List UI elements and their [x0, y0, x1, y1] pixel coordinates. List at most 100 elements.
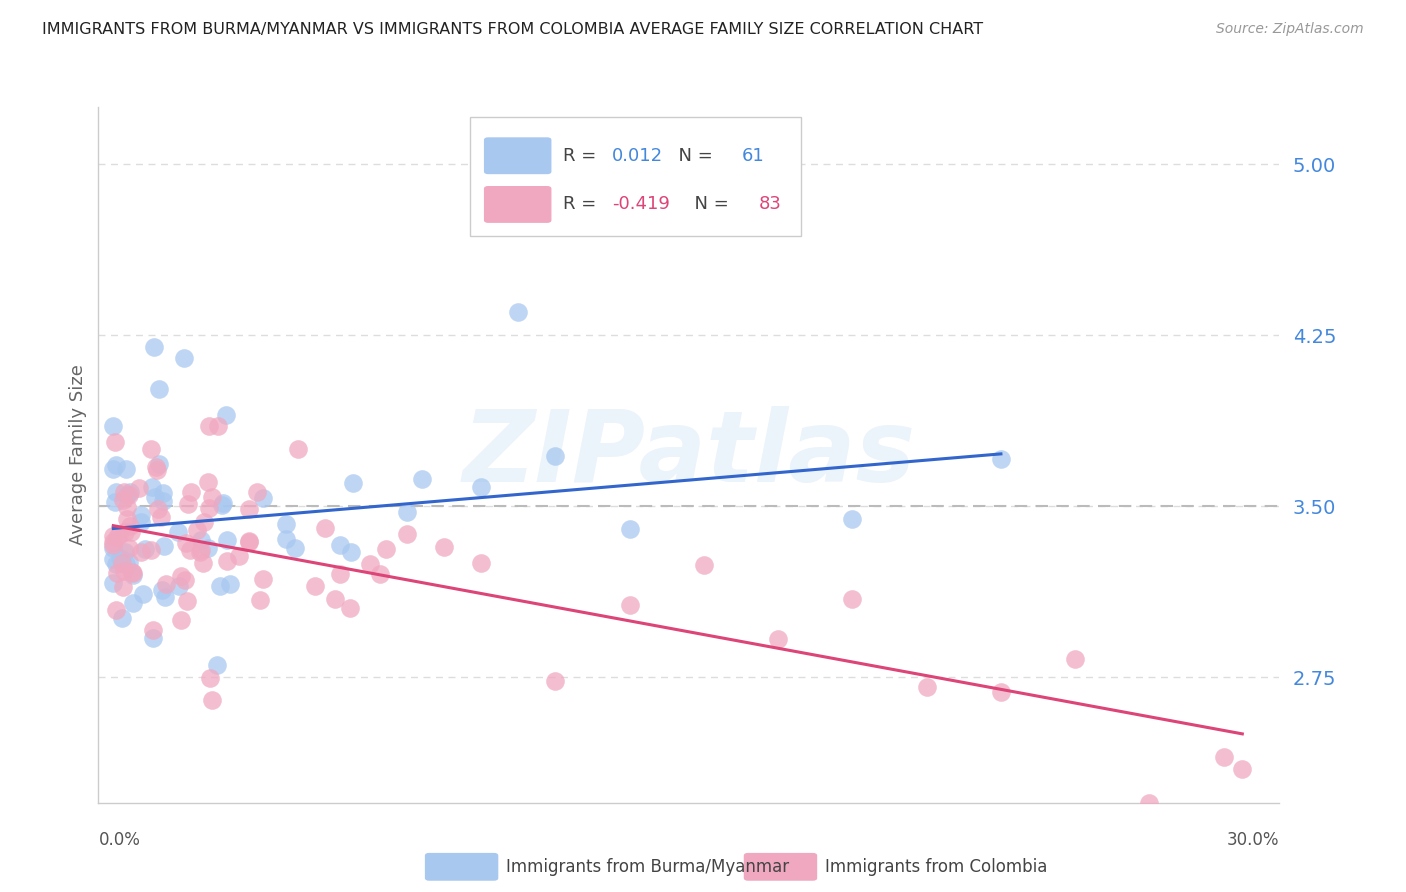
- Point: [122, 567, 145, 582]
- Point: [108, 550, 131, 565]
- Point: [197, 500, 219, 515]
- Text: IMMIGRANTS FROM BURMA/MYANMAR VS IMMIGRANTS FROM COLOMBIA AVERAGE FAMILY SIZE CO: IMMIGRANTS FROM BURMA/MYANMAR VS IMMIGRA…: [42, 22, 983, 37]
- Point: [1232, 762, 1254, 776]
- Point: [152, 539, 174, 553]
- Point: [129, 508, 152, 522]
- Point: [105, 603, 128, 617]
- Point: [284, 541, 307, 556]
- Point: [215, 554, 238, 568]
- Point: [395, 505, 418, 519]
- Point: [103, 528, 125, 542]
- Point: [433, 540, 456, 554]
- Point: [1139, 796, 1161, 810]
- Point: [252, 491, 274, 506]
- Point: [368, 566, 391, 581]
- Point: [198, 419, 221, 434]
- Point: [129, 545, 152, 559]
- Point: [115, 500, 138, 515]
- Point: [693, 558, 716, 572]
- Text: 0.0%: 0.0%: [98, 830, 141, 848]
- Point: [103, 535, 125, 549]
- Point: [105, 458, 128, 472]
- Point: [103, 462, 125, 476]
- Point: [118, 555, 141, 569]
- FancyBboxPatch shape: [426, 854, 498, 880]
- Point: [211, 495, 233, 509]
- Point: [304, 579, 326, 593]
- Point: [217, 533, 239, 548]
- Point: [215, 408, 238, 422]
- Point: [219, 577, 242, 591]
- FancyBboxPatch shape: [485, 186, 551, 222]
- Point: [323, 592, 346, 607]
- Point: [155, 577, 177, 591]
- Point: [129, 515, 152, 529]
- Point: [1064, 652, 1087, 666]
- Point: [375, 542, 398, 557]
- FancyBboxPatch shape: [471, 118, 801, 235]
- Point: [246, 485, 269, 500]
- Point: [339, 601, 361, 615]
- Text: Source: ZipAtlas.com: Source: ZipAtlas.com: [1216, 22, 1364, 37]
- Point: [766, 632, 789, 646]
- Point: [395, 526, 418, 541]
- Point: [252, 572, 274, 586]
- Point: [128, 481, 150, 495]
- Point: [108, 527, 131, 541]
- Text: 83: 83: [759, 195, 782, 213]
- Point: [134, 542, 156, 557]
- Point: [208, 579, 231, 593]
- Point: [141, 442, 163, 457]
- Text: 61: 61: [742, 147, 765, 165]
- Point: [132, 587, 155, 601]
- Point: [103, 575, 125, 590]
- Point: [117, 541, 139, 555]
- Point: [841, 591, 863, 606]
- Point: [167, 524, 190, 539]
- Point: [619, 598, 641, 612]
- Point: [190, 543, 212, 558]
- Point: [329, 566, 352, 581]
- Point: [238, 533, 260, 548]
- Text: -0.419: -0.419: [612, 195, 671, 213]
- Text: 0.012: 0.012: [612, 147, 664, 165]
- Point: [170, 568, 193, 582]
- FancyBboxPatch shape: [485, 138, 551, 173]
- Point: [120, 484, 142, 499]
- Point: [411, 472, 433, 486]
- Point: [115, 462, 138, 476]
- Point: [200, 490, 222, 504]
- Point: [104, 435, 127, 450]
- Text: N =: N =: [666, 147, 718, 165]
- Point: [117, 488, 139, 502]
- Point: [111, 580, 134, 594]
- Point: [105, 566, 128, 580]
- Point: [188, 545, 211, 559]
- Point: [180, 484, 202, 499]
- Point: [179, 543, 201, 558]
- Point: [111, 556, 134, 570]
- Point: [173, 573, 195, 587]
- Point: [841, 512, 863, 526]
- Point: [990, 452, 1012, 467]
- Point: [150, 583, 173, 598]
- Point: [143, 490, 166, 504]
- Point: [148, 502, 170, 516]
- Point: [173, 351, 195, 365]
- Point: [198, 671, 221, 685]
- Point: [314, 520, 336, 534]
- Point: [114, 525, 136, 540]
- Point: [207, 657, 229, 672]
- Point: [249, 592, 271, 607]
- Point: [915, 680, 938, 694]
- Point: [193, 515, 215, 529]
- Text: ZIPatlas: ZIPatlas: [463, 407, 915, 503]
- Point: [142, 624, 165, 638]
- Point: [197, 475, 219, 490]
- Point: [276, 532, 298, 546]
- Point: [115, 512, 138, 526]
- Point: [155, 591, 177, 605]
- Point: [359, 557, 381, 571]
- Point: [152, 493, 174, 508]
- Point: [470, 480, 492, 494]
